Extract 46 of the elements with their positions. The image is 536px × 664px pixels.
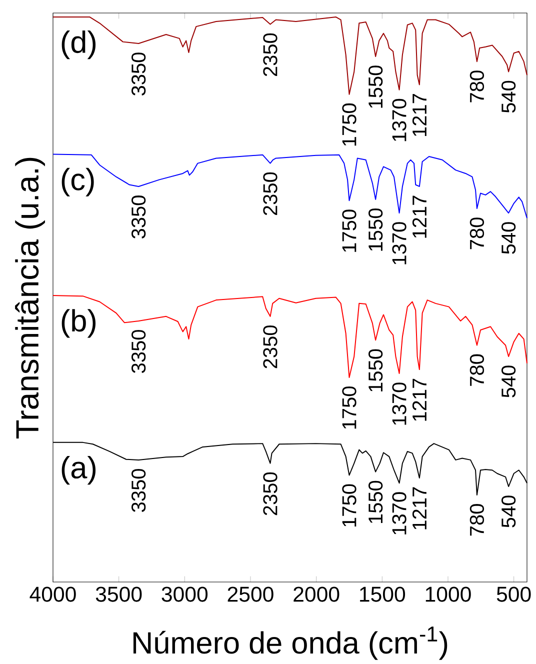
annotation: 3350 (131, 52, 146, 96)
annotation: 1550 (368, 208, 383, 251)
x-tick-label: 1500 (360, 586, 406, 602)
annotation: 3350 (131, 196, 146, 238)
x-tick-label: 4000 (30, 586, 76, 602)
series-label: (b) (62, 309, 96, 338)
x-tick-label: 1000 (426, 586, 471, 602)
annotation: 1550 (368, 349, 383, 392)
annotation: 1370 (392, 382, 406, 425)
annotation: 1550 (368, 480, 383, 524)
annotation: 780 (470, 70, 484, 102)
annotation: 1370 (392, 492, 406, 534)
annotation: 2350 (263, 33, 278, 76)
annotation: 540 (501, 80, 516, 113)
annotation: 540 (501, 366, 516, 398)
annotation: 1370 (392, 98, 406, 142)
annotation: 1217 (412, 378, 426, 421)
annotation: 1217 (412, 94, 426, 136)
annotation: 1370 (392, 222, 406, 264)
annotation: 1550 (368, 66, 383, 108)
x-tick-label: 3500 (96, 586, 142, 602)
annotation: 1750 (342, 386, 356, 429)
annotation: 1750 (342, 103, 356, 146)
x-axis-title: Número de onda (cm$^{-1}$) (133, 626, 448, 660)
y-axis-title: Transmitância (u.a.) (15, 158, 45, 438)
series-label: (c) (62, 168, 94, 196)
series-label: (d) (62, 30, 96, 60)
annotation: 1750 (342, 210, 356, 252)
annotation: 1217 (412, 196, 426, 238)
series-label: (a) (62, 456, 96, 485)
x-tick-label: 2000 (294, 586, 340, 602)
annotation: 780 (470, 354, 484, 386)
x-tick-label: 500 (496, 586, 531, 602)
annotation: 1750 (342, 484, 356, 526)
annotation: 2350 (263, 472, 278, 516)
annotation: 780 (470, 218, 484, 250)
annotation: 2350 (263, 325, 278, 368)
annotation: 2350 (263, 172, 278, 216)
x-tick-label: 2500 (228, 586, 274, 602)
annotation: 540 (501, 496, 516, 528)
annotation: 3350 (131, 330, 146, 373)
x-tick-label: 3000 (162, 586, 208, 602)
annotation: 780 (470, 504, 484, 536)
annotation: 540 (501, 222, 516, 254)
annotation: 3350 (131, 469, 146, 512)
annotation: 1217 (412, 487, 426, 530)
